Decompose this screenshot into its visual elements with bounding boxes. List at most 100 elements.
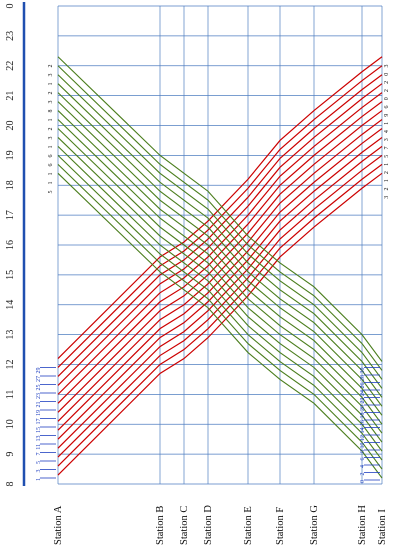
outbound-train-path bbox=[57, 154, 383, 458]
outbound-train-path bbox=[57, 92, 383, 395]
top-right-train-label: 0 bbox=[384, 97, 390, 100]
station-a-tick-label: 11 bbox=[36, 444, 42, 450]
outbound-train-path bbox=[57, 172, 383, 476]
station-i-tick-label: 28 bbox=[360, 375, 366, 381]
grid-lines bbox=[22, 2, 383, 486]
outbound-train-path bbox=[57, 163, 383, 467]
hour-label: 17 bbox=[5, 210, 16, 220]
station-a-tick-label: 29 bbox=[36, 368, 42, 374]
station-i-tick-label: 12 bbox=[360, 435, 366, 441]
top-right-train-label: 7 bbox=[384, 147, 390, 150]
top-left-train-label: 6 bbox=[48, 155, 54, 158]
outbound-train-path bbox=[57, 65, 383, 368]
hour-label: 22 bbox=[5, 61, 16, 71]
top-right-train-label: 5 bbox=[384, 155, 390, 158]
top-right-train-label: 3 bbox=[384, 138, 390, 141]
station-label: Station C bbox=[179, 506, 190, 545]
hour-label: 21 bbox=[5, 91, 16, 101]
inbound-train-path bbox=[57, 56, 383, 362]
station-a-tick-label: 27 bbox=[36, 376, 42, 382]
inbound-train-path bbox=[57, 154, 383, 461]
inbound-train-path bbox=[57, 92, 383, 398]
station-i-tick-label: 14 bbox=[360, 428, 366, 434]
station-label: Station E bbox=[243, 506, 254, 545]
station-i-tick-label: 30 bbox=[360, 368, 366, 374]
station-label: Station F bbox=[275, 507, 286, 545]
station-i-tick-label: 0 bbox=[360, 480, 366, 483]
inbound-train-path bbox=[57, 137, 383, 443]
station-a-tick-label: 19 bbox=[36, 410, 42, 416]
hour-label: 8 bbox=[5, 482, 16, 487]
hour-label: 18 bbox=[5, 180, 16, 190]
top-left-train-label: 1 bbox=[48, 83, 54, 86]
outbound-train-path bbox=[57, 56, 383, 359]
station-a-tick-label: 15 bbox=[36, 427, 42, 433]
station-a-tick-label: 17 bbox=[36, 419, 42, 425]
inbound-train-path bbox=[57, 74, 383, 380]
station-label: Station I bbox=[377, 509, 388, 545]
station-a-tick-label: 23 bbox=[36, 393, 42, 399]
top-left-train-label: 3 bbox=[48, 137, 54, 140]
station-a-tick-label: 21 bbox=[36, 402, 42, 408]
hour-label: 16 bbox=[5, 240, 16, 250]
top-right-train-label: 6 bbox=[384, 106, 390, 109]
hour-label: 14 bbox=[5, 300, 16, 310]
outbound-train-path bbox=[57, 101, 383, 404]
station-label: Station G bbox=[309, 505, 320, 545]
station-i-tick-label: 8 bbox=[360, 450, 366, 453]
top-left-train-label: 6 bbox=[48, 164, 54, 167]
top-left-train-label: 1 bbox=[48, 146, 54, 149]
top-right-train-label: 2 bbox=[384, 89, 390, 92]
station-a-tick-label: 3 bbox=[36, 470, 42, 473]
outbound-train-path bbox=[57, 110, 383, 413]
top-right-train-label: 2 bbox=[384, 171, 390, 174]
station-a-tick-label: 5 bbox=[36, 461, 42, 464]
top-right-train-label: 3 bbox=[384, 196, 390, 199]
station-label: Station A bbox=[53, 505, 64, 545]
top-left-train-label: 3 bbox=[48, 74, 54, 77]
station-i-tick-label: 18 bbox=[360, 413, 366, 419]
top-right-train-label: 0 bbox=[384, 73, 390, 76]
outbound-train-path bbox=[57, 136, 383, 440]
top-left-train-label: 1 bbox=[48, 182, 54, 185]
inbound-train-path bbox=[57, 65, 383, 371]
hour-label: 10 bbox=[5, 419, 16, 429]
blue-tick-marks: 1357111315171921232527290246810121416182… bbox=[36, 367, 380, 483]
station-a-tick-label: 25 bbox=[36, 385, 42, 391]
inbound-train-path bbox=[57, 163, 383, 470]
station-i-tick-label: 4 bbox=[360, 465, 366, 468]
top-left-train-label: 2 bbox=[48, 128, 54, 131]
inbound-train-path bbox=[57, 83, 383, 389]
outbound-train-path bbox=[57, 74, 383, 377]
hour-label: 19 bbox=[5, 150, 16, 160]
outbound-train-path bbox=[57, 119, 383, 422]
top-right-train-label: 1 bbox=[384, 122, 390, 125]
hour-label: 0 bbox=[5, 4, 16, 9]
station-label: Station D bbox=[203, 505, 214, 545]
hour-label: 9 bbox=[5, 452, 16, 457]
top-right-train-label: 2 bbox=[384, 188, 390, 191]
top-right-train-label: 9 bbox=[384, 114, 390, 117]
station-label: Station H bbox=[357, 505, 368, 545]
inbound-train-path bbox=[57, 128, 383, 434]
top-left-train-label: 3 bbox=[48, 101, 54, 104]
station-i-tick-label: 22 bbox=[360, 398, 366, 404]
station-a-tick-label: 7 bbox=[36, 453, 42, 456]
top-left-train-label: 2 bbox=[48, 65, 54, 68]
inbound-train-path bbox=[57, 110, 383, 416]
inbound-train-path bbox=[57, 119, 383, 425]
top-left-train-label: 2 bbox=[48, 92, 54, 95]
station-i-tick-label: 6 bbox=[360, 458, 366, 461]
station-i-tick-label: 26 bbox=[360, 383, 366, 389]
top-left-train-label: 5 bbox=[48, 191, 54, 194]
station-i-tick-label: 10 bbox=[360, 443, 366, 449]
station-i-tick-label: 2 bbox=[360, 473, 366, 476]
hour-label: 15 bbox=[5, 270, 16, 280]
hour-label: 23 bbox=[5, 31, 16, 41]
top-left-train-label: 1 bbox=[48, 173, 54, 176]
outbound-train-lines bbox=[57, 56, 383, 476]
top-right-train-label: 3 bbox=[384, 65, 390, 68]
top-right-train-label: 4 bbox=[384, 130, 390, 133]
